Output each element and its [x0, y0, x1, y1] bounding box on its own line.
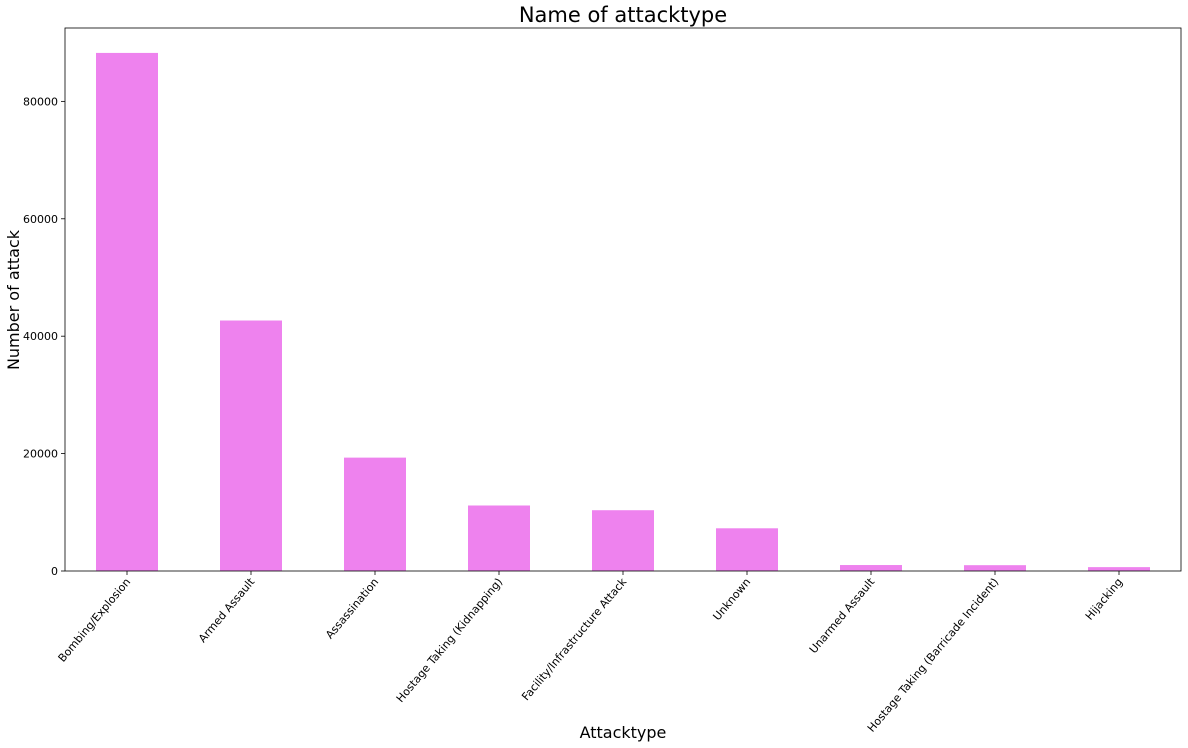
plot-area-frame	[64, 27, 1182, 572]
bars-layer	[96, 52, 1150, 571]
bar-1	[220, 320, 282, 571]
y-tick-label-3: 60000	[23, 213, 58, 226]
bar-8	[1088, 567, 1150, 571]
y-tick-label-4: 80000	[23, 95, 58, 108]
x-tick-label-3: Hostage Taking (Kidnapping)	[394, 576, 506, 705]
x-ticks-layer: Bombing/Explosion Armed Assault Assassinat…	[56, 571, 1125, 735]
bar-5	[716, 528, 778, 571]
bar-0	[96, 52, 158, 571]
y-axis-label: Number of attack	[4, 229, 23, 370]
x-tick-label-2: Assassination	[323, 576, 381, 642]
bar-3	[468, 505, 530, 571]
y-ticks-layer: 0 20000 40000 60000 80000	[23, 95, 65, 578]
x-tick-label-1: Armed Assault	[196, 575, 258, 645]
x-tick-label-0: Bombing/Explosion	[56, 576, 134, 665]
x-tick-label-5: Unknown	[711, 576, 754, 623]
bar-2	[344, 457, 406, 571]
x-axis-label: Attacktype	[580, 723, 667, 742]
chart-title: Name of attacktype	[519, 3, 727, 27]
x-tick-label-7: Hostage Taking (Barricade Incident)	[865, 576, 1001, 735]
x-tick-label-8: Hijacking	[1083, 576, 1125, 623]
y-tick-label-1: 20000	[23, 448, 58, 461]
bar-4	[592, 510, 654, 571]
bar-7	[964, 565, 1026, 571]
y-tick-label-0: 0	[51, 565, 58, 578]
x-tick-label-6: Unarmed Assault	[807, 575, 878, 656]
bar-6	[840, 565, 902, 571]
y-tick-label-2: 40000	[23, 330, 58, 343]
x-tick-label-4: Facility/Infrastructure Attack	[519, 575, 629, 703]
